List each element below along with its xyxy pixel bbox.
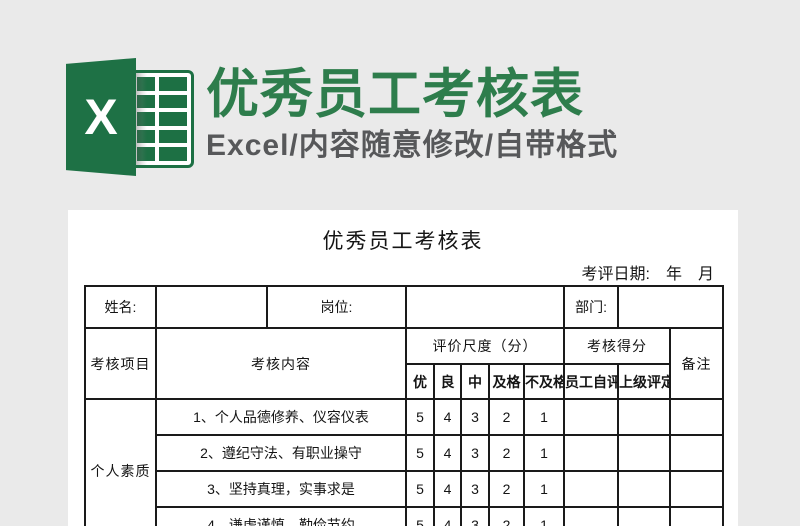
info-row: 姓名: 岗位: 部门: <box>84 285 725 329</box>
assessment-date-line: 考评日期: 年 月 <box>581 266 714 283</box>
self-score-cell <box>563 434 620 472</box>
table-row: 3、坚持真理，实事求是 5 4 3 2 1 <box>85 470 725 508</box>
scale-level-good: 良 <box>433 363 462 400</box>
score-3: 3 <box>460 398 490 436</box>
sheet-preview-inner: 优秀员工考核表 考评日期: 年 月 姓名: 岗位: 部门: <box>84 225 725 526</box>
self-score-cell <box>563 506 620 526</box>
header-score: 考核得分 <box>563 327 672 365</box>
score-4: 4 <box>433 470 462 508</box>
score-5: 5 <box>405 398 435 436</box>
score-4: 4 <box>433 434 462 472</box>
self-score-cell <box>563 470 620 508</box>
score-5: 5 <box>405 506 435 526</box>
excel-flag-icon: X <box>66 58 136 176</box>
header-row-main: 考核项目 考核内容 评价尺度（分） 考核得分 备注 <box>84 327 725 400</box>
score-2: 2 <box>488 470 525 508</box>
score-3: 3 <box>460 434 490 472</box>
table-row: 个人素质 1、个人品德修养、仪容仪表 5 4 3 2 1 <box>84 398 725 526</box>
remark-cell <box>669 470 725 508</box>
content-cell: 1、个人品德修养、仪容仪表 <box>155 398 407 436</box>
banner: 优秀员工考核表 Excel/内容随意修改/自带格式 <box>206 64 766 164</box>
score-2: 2 <box>488 506 525 526</box>
score-1: 1 <box>522 506 566 526</box>
department-value-cell <box>617 285 725 329</box>
supervisor-score-cell <box>617 434 672 472</box>
score-1: 1 <box>522 470 566 508</box>
supervisor-score-cell <box>617 470 672 508</box>
spreadsheet-icon <box>130 70 194 168</box>
excel-logo-icon: X <box>66 58 196 176</box>
table-row: 4、谦虚谨慎，勤俭节约 5 4 3 2 1 <box>85 506 725 526</box>
fold-shadow <box>133 73 147 165</box>
score-col-supervisor: 上级评定 <box>617 363 672 400</box>
name-value-cell <box>155 285 268 329</box>
form-title: 优秀员工考核表 <box>322 230 484 253</box>
score-5: 5 <box>405 470 435 508</box>
spreadsheet-grid-icon <box>137 77 187 161</box>
content-cell: 3、坚持真理，实事求是 <box>155 470 407 508</box>
excel-x-letter: X <box>84 89 118 145</box>
header-scale: 评价尺度（分） <box>404 327 566 365</box>
sheet-preview-card: 优秀员工考核表 考评日期: 年 月 姓名: 岗位: 部门: <box>68 210 738 526</box>
header-row-sub: 优 良 中 及格 不及格 员工自评 上级评定 <box>85 363 723 400</box>
scale-level-fail: 不及格 <box>522 363 566 400</box>
content-cell: 2、遵纪守法、有职业操守 <box>155 434 407 472</box>
category-cell: 个人素质 <box>84 398 157 526</box>
remark-cell <box>669 506 725 526</box>
score-3: 3 <box>460 470 490 508</box>
supervisor-score-cell <box>617 398 672 436</box>
position-label: 岗位: <box>266 285 407 329</box>
score-5: 5 <box>405 434 435 472</box>
remark-cell <box>669 434 725 472</box>
table-row: 2、遵纪守法、有职业操守 5 4 3 2 1 <box>85 434 725 472</box>
score-4: 4 <box>433 398 462 436</box>
self-score-cell <box>563 398 620 436</box>
banner-title: 优秀员工考核表 <box>206 65 584 124</box>
scale-level-pass: 及格 <box>488 363 525 400</box>
header-remark: 备注 <box>669 327 725 400</box>
banner-subtitle: Excel/内容随意修改/自带格式 <box>206 129 619 162</box>
department-label: 部门: <box>563 285 620 329</box>
header-item: 考核项目 <box>84 327 157 400</box>
score-col-self: 员工自评 <box>563 363 620 400</box>
assessment-table: 姓名: 岗位: 部门: 考核项目 考核内容 评价尺度（分） 考核得分 备注 优 <box>84 285 725 526</box>
scale-level-medium: 中 <box>460 363 490 400</box>
score-1: 1 <box>522 398 566 436</box>
position-value-cell <box>404 285 566 329</box>
header-content: 考核内容 <box>155 327 407 400</box>
score-2: 2 <box>488 398 525 436</box>
score-1: 1 <box>522 434 566 472</box>
score-2: 2 <box>488 434 525 472</box>
scale-level-excellent: 优 <box>405 363 435 400</box>
score-4: 4 <box>433 506 462 526</box>
content-cell: 4、谦虚谨慎，勤俭节约 <box>155 506 407 526</box>
score-3: 3 <box>460 506 490 526</box>
remark-cell <box>669 398 725 436</box>
supervisor-score-cell <box>617 506 672 526</box>
name-label: 姓名: <box>84 285 157 329</box>
